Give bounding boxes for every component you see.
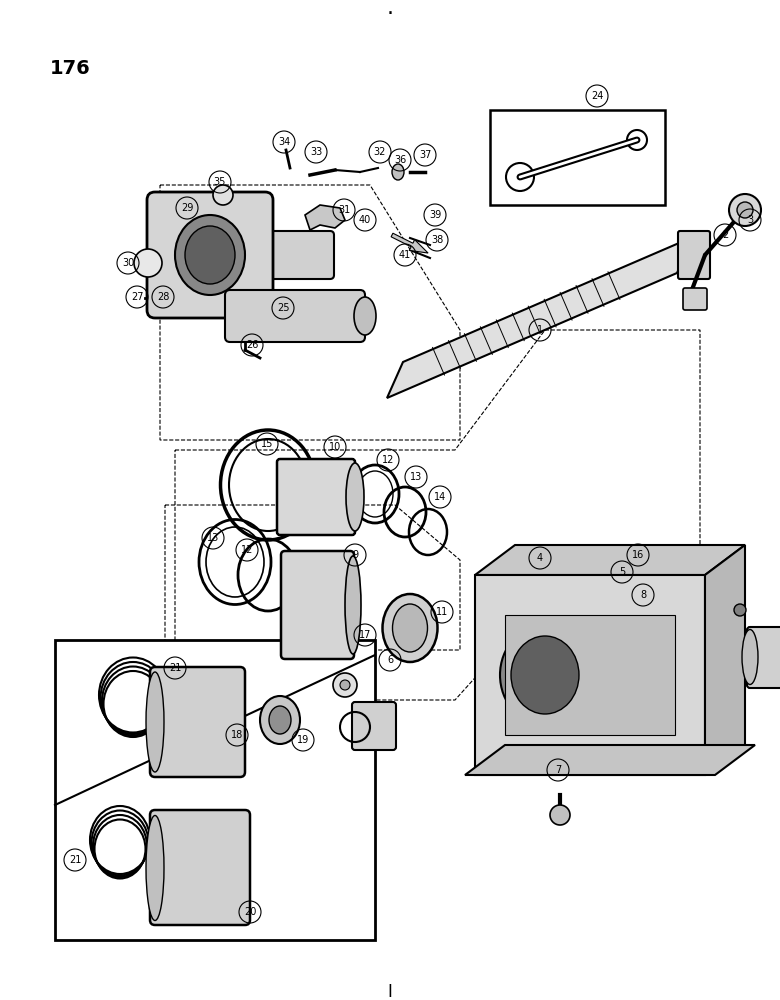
Text: 41: 41	[399, 250, 411, 260]
Circle shape	[333, 673, 357, 697]
Polygon shape	[465, 745, 755, 775]
Text: 14: 14	[434, 492, 446, 502]
Circle shape	[729, 194, 761, 226]
Bar	[505, 615, 675, 735]
Polygon shape	[305, 205, 345, 230]
Text: 20: 20	[244, 907, 256, 917]
Text: 17: 17	[359, 630, 371, 640]
Text: 2: 2	[722, 230, 728, 240]
FancyBboxPatch shape	[147, 192, 273, 318]
FancyBboxPatch shape	[281, 551, 354, 659]
Text: 21: 21	[69, 855, 81, 865]
Ellipse shape	[392, 164, 404, 180]
Text: 13: 13	[410, 472, 422, 482]
Text: 37: 37	[419, 150, 431, 160]
Ellipse shape	[185, 226, 235, 284]
Text: 29: 29	[181, 203, 193, 213]
Bar	[490, 110, 665, 205]
Text: 8: 8	[640, 590, 646, 600]
Text: 40: 40	[359, 215, 371, 225]
Circle shape	[134, 249, 162, 277]
Ellipse shape	[260, 696, 300, 744]
Text: 28: 28	[157, 292, 169, 302]
Circle shape	[737, 202, 753, 218]
Polygon shape	[705, 545, 745, 775]
Text: 11: 11	[436, 607, 448, 617]
FancyBboxPatch shape	[225, 290, 365, 342]
Circle shape	[213, 185, 233, 205]
Ellipse shape	[175, 215, 245, 295]
Text: 25: 25	[277, 303, 289, 313]
Text: 12: 12	[382, 455, 394, 465]
FancyBboxPatch shape	[150, 810, 250, 925]
Text: 15: 15	[261, 439, 273, 449]
Text: 26: 26	[246, 340, 258, 350]
Ellipse shape	[146, 816, 164, 920]
Text: .: .	[387, 0, 393, 18]
Text: 27: 27	[131, 292, 144, 302]
Text: 38: 38	[431, 235, 443, 245]
Text: 1: 1	[537, 325, 543, 335]
Text: 16: 16	[632, 550, 644, 560]
Text: 35: 35	[214, 177, 226, 187]
Text: 19: 19	[297, 735, 309, 745]
Text: 5: 5	[619, 567, 625, 577]
FancyBboxPatch shape	[150, 667, 245, 777]
Polygon shape	[475, 545, 745, 575]
Text: 4: 4	[537, 553, 543, 563]
FancyBboxPatch shape	[256, 231, 334, 279]
Ellipse shape	[742, 630, 758, 684]
Ellipse shape	[346, 463, 364, 531]
Polygon shape	[475, 575, 705, 775]
Text: 36: 36	[394, 155, 406, 165]
Circle shape	[734, 604, 746, 616]
Text: 3: 3	[747, 215, 753, 225]
Ellipse shape	[500, 625, 590, 725]
FancyBboxPatch shape	[277, 459, 355, 535]
Text: 9: 9	[352, 550, 358, 560]
Ellipse shape	[511, 636, 579, 714]
Text: 33: 33	[310, 147, 322, 157]
Polygon shape	[387, 237, 693, 398]
FancyBboxPatch shape	[747, 627, 780, 688]
Text: 13: 13	[207, 533, 219, 543]
Text: 176: 176	[50, 58, 90, 78]
Text: 6: 6	[387, 655, 393, 665]
Text: 7: 7	[555, 765, 561, 775]
Ellipse shape	[146, 672, 164, 772]
Text: 34: 34	[278, 137, 290, 147]
Circle shape	[550, 805, 570, 825]
Text: 12: 12	[241, 545, 254, 555]
Circle shape	[340, 680, 350, 690]
Text: 30: 30	[122, 258, 134, 268]
FancyBboxPatch shape	[678, 231, 710, 279]
Text: 21: 21	[168, 663, 181, 673]
Text: 24: 24	[590, 91, 603, 101]
Text: I: I	[388, 983, 392, 1000]
FancyArrow shape	[391, 233, 428, 253]
Text: 32: 32	[374, 147, 386, 157]
FancyBboxPatch shape	[352, 702, 396, 750]
Ellipse shape	[392, 604, 427, 652]
Text: 39: 39	[429, 210, 441, 220]
Ellipse shape	[382, 594, 438, 662]
FancyBboxPatch shape	[683, 288, 707, 310]
Text: 31: 31	[338, 205, 350, 215]
Text: 18: 18	[231, 730, 243, 740]
Ellipse shape	[269, 706, 291, 734]
Ellipse shape	[345, 556, 361, 654]
Ellipse shape	[354, 297, 376, 335]
Bar	[55, 640, 375, 940]
Text: 10: 10	[329, 442, 341, 452]
